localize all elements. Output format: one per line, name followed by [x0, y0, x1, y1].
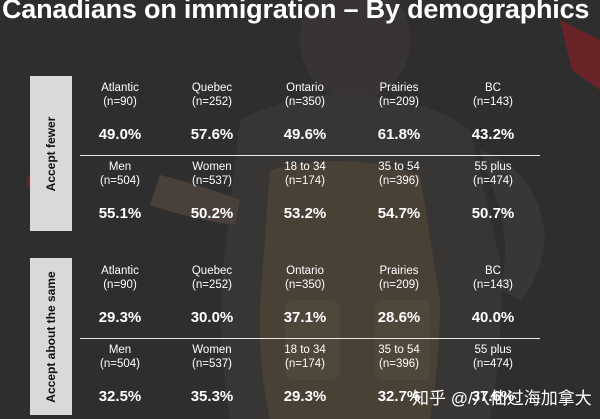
cell-group-name: Atlantic: [101, 82, 139, 94]
section-label-accept-same: Accept about the same: [30, 258, 72, 415]
cell-group-name: Atlantic: [101, 265, 139, 277]
cell-sample-size: (n=143): [473, 279, 513, 291]
cell-percentage: 49.6%: [283, 126, 327, 143]
data-cell: Women (n=537) 50.2%: [167, 160, 257, 222]
cell-sample-size: (n=474): [473, 358, 513, 370]
cell-percentage: 50.7%: [471, 205, 515, 222]
cell-percentage: 50.2%: [190, 205, 234, 222]
data-cell: 55 plus (n=474) 50.7%: [448, 160, 538, 222]
cell-percentage: 29.3%: [283, 388, 327, 405]
cell-percentage: 57.6%: [190, 126, 234, 143]
page-title: Canadians on immigration – By demographi…: [2, 0, 590, 24]
data-cell: Atlantic (n=90) 49.0%: [75, 81, 165, 143]
cell-group-name: 18 to 34: [284, 161, 326, 173]
data-cell: 18 to 34 (n=174) 53.2%: [260, 160, 350, 222]
cell-percentage: 37.6%: [471, 388, 515, 405]
cell-group-name: Prairies: [379, 265, 419, 277]
cell-percentage: 61.8%: [377, 126, 421, 143]
cell-sample-size: (n=350): [285, 96, 325, 108]
data-cell: BC (n=143) 40.0%: [448, 264, 538, 326]
cell-group-name: Prairies: [379, 82, 419, 94]
data-cell: Men (n=504) 32.5%: [75, 343, 165, 405]
cell-group-name: Quebec: [191, 265, 233, 277]
cell-group-name: BC: [485, 265, 501, 277]
cell-sample-size: (n=174): [285, 175, 325, 187]
cell-group-name: 35 to 54: [378, 161, 420, 173]
cell-sample-size: (n=209): [379, 279, 419, 291]
cell-sample-size: (n=396): [379, 175, 419, 187]
cell-percentage: 28.6%: [377, 309, 421, 326]
cell-group-name: 35 to 54: [378, 344, 420, 356]
data-cell: 35 to 54 (n=396) 54.7%: [354, 160, 444, 222]
row-divider: [80, 338, 540, 339]
watermark: 知乎 @/八仙过海加拿大: [412, 389, 592, 408]
cell-sample-size: (n=174): [285, 358, 325, 370]
data-cell: 18 to 34 (n=174) 29.3%: [260, 343, 350, 405]
cell-percentage: 54.7%: [377, 205, 421, 222]
cell-sample-size: (n=537): [192, 358, 232, 370]
cell-percentage: 43.2%: [471, 126, 515, 143]
cell-sample-size: (n=143): [473, 96, 513, 108]
cell-sample-size: (n=90): [103, 96, 137, 108]
cell-group-name: Ontario: [286, 265, 324, 277]
cell-sample-size: (n=90): [103, 279, 137, 291]
cell-group-name: Women: [192, 161, 232, 173]
cell-percentage: 32.5%: [98, 388, 142, 405]
data-cell: Men (n=504) 55.1%: [75, 160, 165, 222]
cell-sample-size: (n=252): [192, 96, 232, 108]
cell-percentage: 49.0%: [98, 126, 142, 143]
data-cell: Women (n=537) 35.3%: [167, 343, 257, 405]
cell-percentage: 40.0%: [471, 309, 515, 326]
cell-percentage: 29.3%: [98, 309, 142, 326]
data-cell: Quebec (n=252) 57.6%: [167, 81, 257, 143]
cell-group-name: BC: [485, 82, 501, 94]
data-cell: 35 to 54 (n=396) 32.7%: [354, 343, 444, 405]
row-divider: [80, 155, 540, 156]
cell-group-name: 18 to 34: [284, 344, 326, 356]
cell-percentage: 53.2%: [283, 205, 327, 222]
cell-percentage: 32.7%: [377, 388, 421, 405]
cell-percentage: 37.1%: [283, 309, 327, 326]
data-cell: Ontario (n=350) 49.6%: [260, 81, 350, 143]
data-cell: BC (n=143) 43.2%: [448, 81, 538, 143]
cell-sample-size: (n=504): [100, 175, 140, 187]
data-cell: Prairies (n=209) 61.8%: [354, 81, 444, 143]
section-label-accept-fewer: Accept fewer: [30, 76, 72, 231]
cell-percentage: 35.3%: [190, 388, 234, 405]
data-cell: Prairies (n=209) 28.6%: [354, 264, 444, 326]
cell-group-name: 55 plus: [474, 344, 512, 356]
cell-group-name: Men: [108, 344, 132, 356]
cell-group-name: 55 plus: [474, 161, 512, 173]
data-cell: Atlantic (n=90) 29.3%: [75, 264, 165, 326]
cell-group-name: Quebec: [191, 82, 233, 94]
cell-sample-size: (n=396): [379, 358, 419, 370]
cell-sample-size: (n=350): [285, 279, 325, 291]
cell-group-name: Women: [192, 344, 232, 356]
data-cell: Ontario (n=350) 37.1%: [260, 264, 350, 326]
cell-sample-size: (n=252): [192, 279, 232, 291]
cell-sample-size: (n=474): [473, 175, 513, 187]
cell-sample-size: (n=504): [100, 358, 140, 370]
cell-group-name: Men: [108, 161, 132, 173]
data-cell: Quebec (n=252) 30.0%: [167, 264, 257, 326]
cell-group-name: Ontario: [286, 82, 324, 94]
cell-percentage: 30.0%: [190, 309, 234, 326]
data-cell: 55 plus (n=474) 37.6%: [448, 343, 538, 405]
cell-sample-size: (n=209): [379, 96, 419, 108]
cell-percentage: 55.1%: [98, 205, 142, 222]
cell-sample-size: (n=537): [192, 175, 232, 187]
